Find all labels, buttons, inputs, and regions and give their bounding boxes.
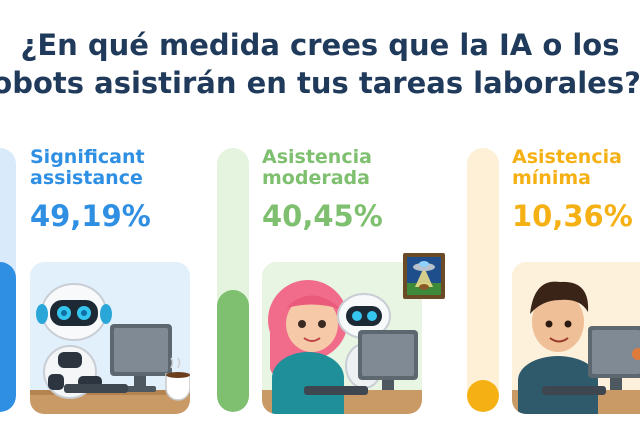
title-line-1: ¿En qué medida crees que la IA o los bbox=[20, 28, 620, 62]
assistance-bar-fill-significant bbox=[0, 262, 16, 412]
percent-label-minimal: 10,36% bbox=[512, 199, 633, 233]
category-label-moderate: Asistencia moderada bbox=[262, 146, 372, 189]
assistance-bar-track-minimal bbox=[467, 148, 499, 412]
illustration-panel-significant bbox=[30, 262, 190, 414]
man-at-desk-illustration bbox=[512, 281, 640, 414]
percent-label-significant: 49,19% bbox=[30, 199, 151, 233]
assistance-bar-fill-minimal bbox=[467, 380, 499, 412]
percent-label-moderate: 40,45% bbox=[262, 199, 383, 233]
illustration-panel-moderate bbox=[262, 262, 422, 414]
title-line-2: robots asistirán en tus tareas laborales… bbox=[0, 66, 640, 100]
illustration-panel-minimal bbox=[512, 262, 640, 414]
assistance-bar-fill-moderate bbox=[217, 290, 249, 412]
category-label-minimal: Asistencia mínima bbox=[512, 146, 622, 189]
assistance-bar-track-moderate bbox=[217, 148, 249, 412]
woman-and-robot-at-desk-illustration bbox=[262, 280, 422, 414]
page-title: ¿En qué medida crees que la IA o los rob… bbox=[0, 26, 640, 102]
robot-at-desk-illustration bbox=[30, 283, 190, 414]
category-label-significant: Significant assistance bbox=[30, 146, 145, 189]
assistance-bar-track-significant bbox=[0, 148, 16, 412]
ufo-picture-icon bbox=[403, 253, 445, 299]
coffee-cup-icon bbox=[165, 357, 190, 401]
